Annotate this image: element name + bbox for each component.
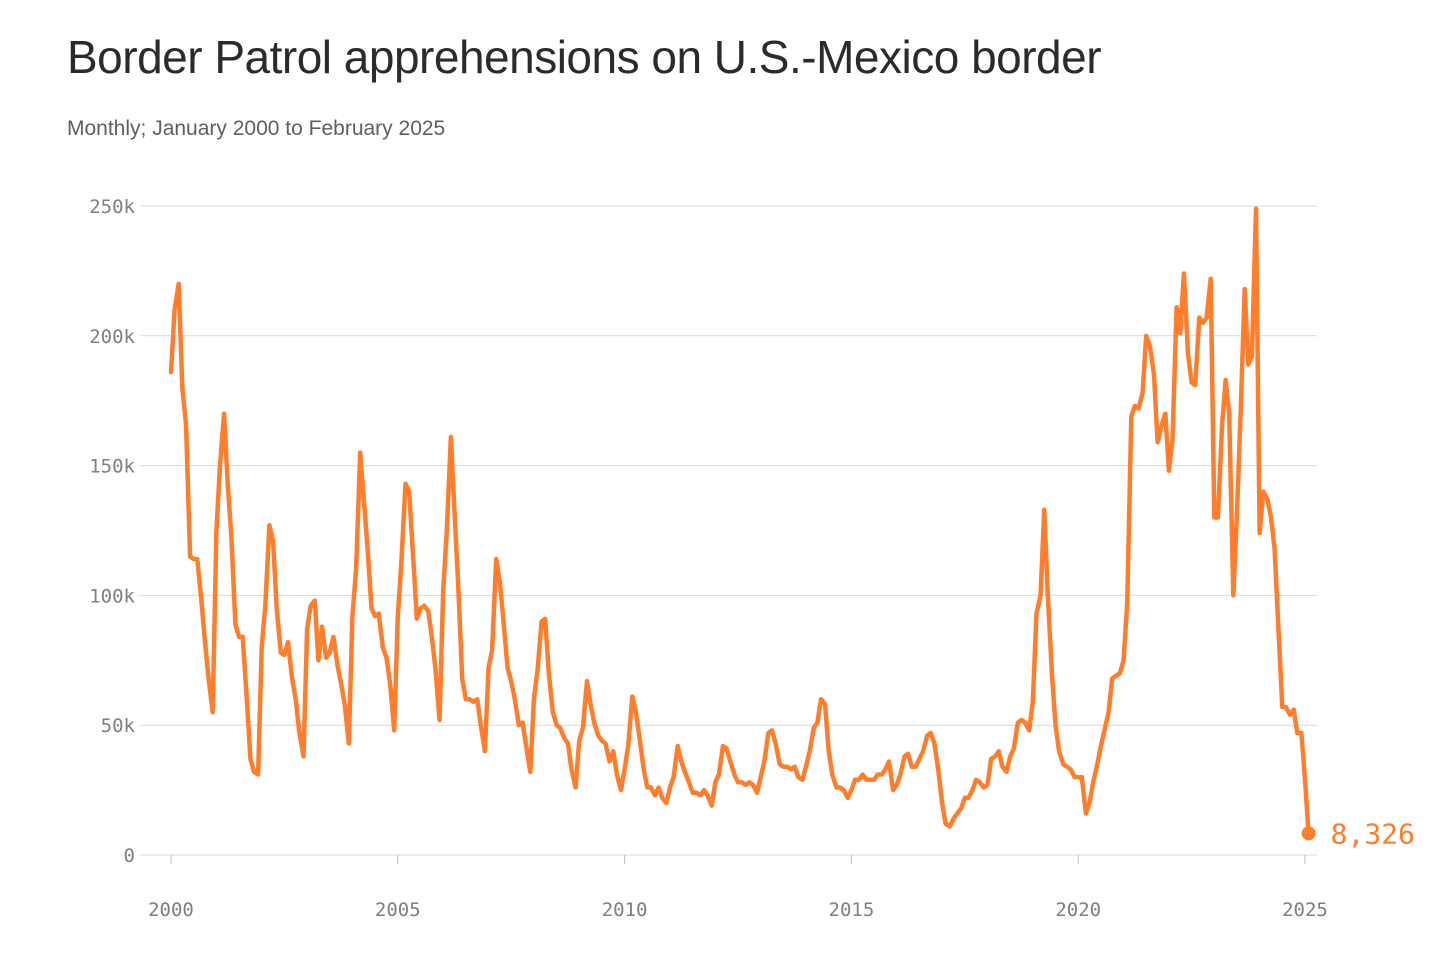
end-value-label: 8,326 [1331, 817, 1415, 850]
y-tick-label: 150k [89, 456, 135, 478]
y-tick-label: 50k [101, 715, 136, 737]
series [168, 206, 1311, 836]
y-tick-label: 200k [89, 326, 135, 348]
end-point-marker [1301, 826, 1316, 841]
series-line [168, 206, 1311, 836]
x-tick-label: 2015 [829, 899, 875, 921]
x-tick-label: 2005 [375, 899, 421, 921]
x-tick-label: 2025 [1282, 899, 1328, 921]
end-annotation: 8,326 [1301, 817, 1415, 850]
chart-title: Border Patrol apprehensions on U.S.-Mexi… [67, 31, 1102, 83]
y-tick-label: 100k [89, 585, 135, 607]
x-tick-label: 2000 [148, 899, 194, 921]
y-tick-label: 0 [124, 845, 135, 867]
x-tick-label: 2020 [1055, 899, 1101, 921]
chart-subtitle: Monthly; January 2000 to February 2025 [67, 117, 446, 140]
y-axis-ticks: 0 50k 100k 150k 200k 250k [89, 196, 135, 867]
y-tick-label: 250k [89, 196, 135, 218]
x-tick-label: 2010 [602, 899, 648, 921]
x-axis-ticks: 2000 2005 2010 2015 2020 2025 [148, 855, 1328, 921]
gridlines [140, 205, 1317, 856]
